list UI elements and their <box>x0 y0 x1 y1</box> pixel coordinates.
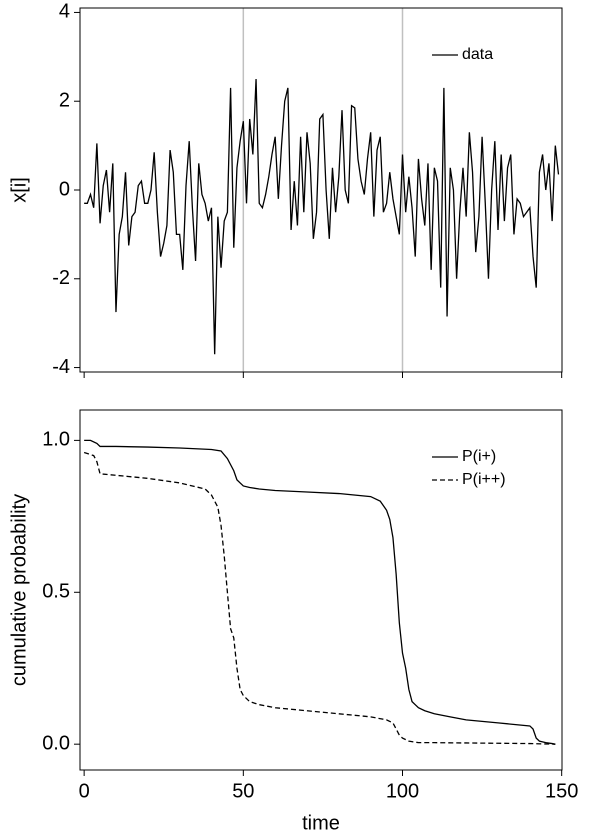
plot-frame <box>79 409 563 771</box>
y-tick-label: 2 <box>59 90 70 112</box>
data-line <box>84 439 556 745</box>
legend-label: data <box>462 46 493 63</box>
legend-label: P(i++) <box>462 471 506 488</box>
plot-frame <box>79 7 563 373</box>
y-tick-label: 1.0 <box>42 429 70 451</box>
y-axis-label: x[i] <box>8 177 30 203</box>
y-tick-label: 0.0 <box>42 732 70 754</box>
data-line <box>84 78 560 355</box>
y-tick-label: 0 <box>59 178 70 200</box>
data-line <box>83 451 556 745</box>
x-axis-label: time <box>302 812 340 834</box>
y-tick-label: -4 <box>52 356 70 378</box>
x-tick-label: 50 <box>232 780 254 802</box>
legend-label: P(i+) <box>462 448 496 465</box>
y-tick-label: 4 <box>59 1 70 23</box>
x-tick-label: 100 <box>386 780 419 802</box>
y-tick-label: -2 <box>52 267 70 289</box>
y-axis-label: cumulative probability <box>8 494 30 686</box>
x-tick-label: 150 <box>545 780 578 802</box>
x-tick-label: 0 <box>79 780 90 802</box>
y-tick-label: 0.5 <box>42 581 70 603</box>
